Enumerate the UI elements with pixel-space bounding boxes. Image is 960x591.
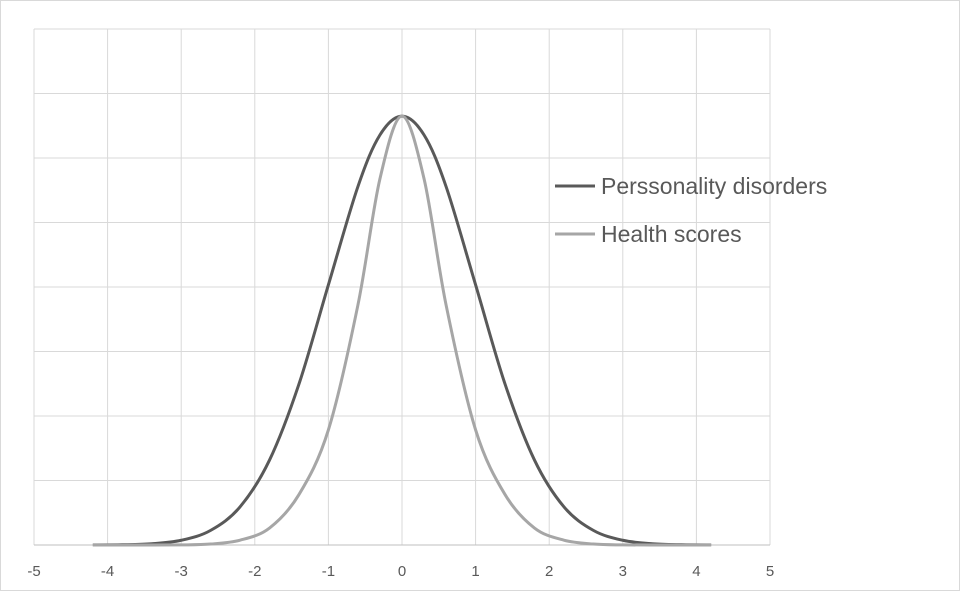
x-tick-label: -4: [101, 563, 114, 580]
x-tick-label: 0: [398, 563, 406, 580]
x-tick-label: 3: [619, 563, 627, 580]
x-tick-label: 4: [692, 563, 700, 580]
series-line-health-scores: [92, 114, 712, 547]
series-lines: [92, 114, 712, 547]
legend: Perssonality disorders Health scores: [555, 173, 827, 247]
x-tick-label: 5: [766, 563, 774, 580]
x-tick-label: -3: [175, 563, 188, 580]
x-tick-label: -5: [27, 563, 40, 580]
x-tick-label: 1: [471, 563, 479, 580]
x-tick-label: -1: [322, 563, 335, 580]
legend-label-health: Health scores: [601, 221, 742, 247]
gridlines: [33, 28, 771, 546]
x-tick-labels: -5 -4 -3 -2 -1 0 1 2 3 4 5: [27, 563, 774, 580]
x-tick-label: -2: [248, 563, 261, 580]
legend-label-personality: Perssonality disorders: [601, 173, 827, 199]
x-tick-label: 2: [545, 563, 553, 580]
